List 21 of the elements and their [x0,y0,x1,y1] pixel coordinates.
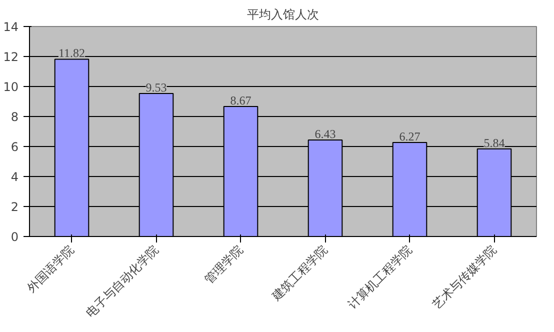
x-tick-label: 建筑工程学院 [268,242,330,304]
y-tick-label: 4 [10,170,19,184]
data-label: 6.43 [314,127,336,142]
chart-title: 平均入馆人次 [247,8,319,22]
data-label: 11.82 [58,46,86,60]
data-label: 8.67 [230,93,252,108]
x-tick-label: 电子与自动化学院 [83,242,162,320]
data-label: 9.53 [146,80,167,95]
data-label: 6.27 [399,129,420,144]
y-tick-label: 8 [10,110,19,124]
y-tick-label: 6 [10,140,19,154]
data-label: 5.84 [484,136,505,150]
y-tick-label: 12 [3,50,19,64]
y-tick-label: 0 [10,230,19,244]
y-tick-label: 10 [3,80,19,94]
x-tick-label: 管理学院 [202,242,246,286]
x-tick-label: 外国语学院 [24,242,77,295]
x-tick-label: 计算机工程学院 [345,242,415,312]
y-tick-label: 2 [10,200,19,214]
y-tick-label: 14 [3,20,19,34]
x-tick-label: 艺术与传媒学院 [430,242,500,312]
